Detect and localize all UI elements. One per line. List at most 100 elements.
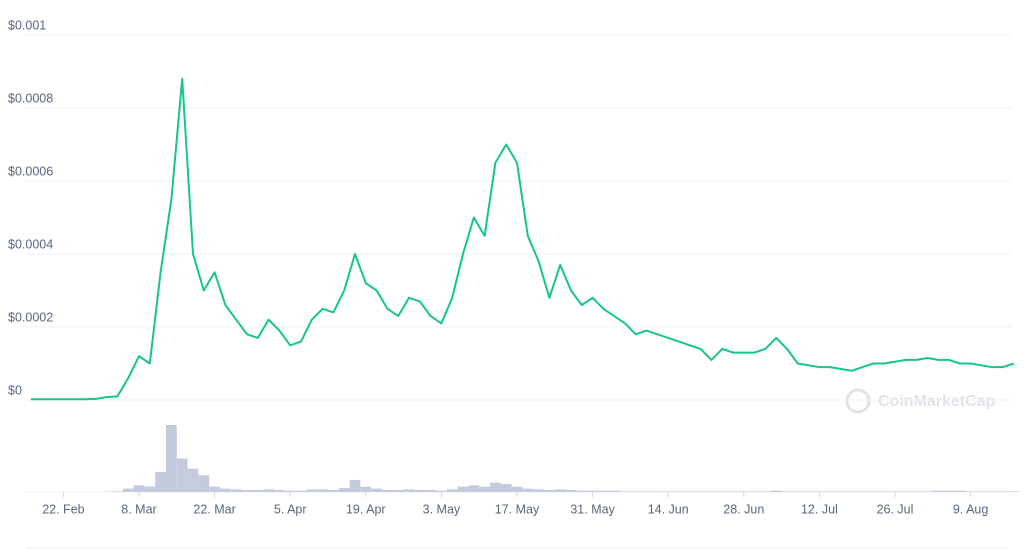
volume-bar (738, 491, 750, 492)
volume-bar (403, 489, 415, 492)
volume-bar (792, 491, 804, 492)
volume-bar (889, 491, 901, 492)
volume-bar (986, 491, 998, 492)
volume-bar (641, 491, 652, 492)
volume-bar (943, 490, 955, 492)
x-tick-label: 14. Jun (648, 502, 689, 516)
x-tick-label: 9. Aug (953, 502, 988, 516)
volume-bar (133, 485, 145, 492)
volume-bar (371, 488, 382, 492)
volume-bar (760, 491, 771, 492)
price-line (31, 77, 1015, 401)
x-tick-label: 19. Apr (346, 502, 386, 516)
x-tick-label: 5. Apr (274, 502, 307, 516)
volume-bar (468, 485, 480, 492)
volume-bar (695, 491, 706, 492)
volume-bar (673, 491, 685, 492)
volume-bar (522, 488, 534, 492)
x-tick-label: 22. Feb (42, 502, 84, 516)
volume-bar (727, 491, 739, 492)
volume-bar (263, 489, 274, 492)
volume-bar (392, 489, 404, 492)
volume-bar (382, 489, 393, 492)
volume-bar (187, 468, 199, 492)
volume-bar (976, 491, 987, 492)
volume-bar (598, 490, 609, 492)
volume-bar (209, 486, 220, 492)
volume-bar (274, 489, 285, 492)
volume-bar (911, 491, 922, 492)
volume-bar (824, 491, 836, 492)
volume-bar (220, 488, 231, 492)
x-tick-label: 28. Jun (723, 502, 764, 516)
volume-bar (511, 486, 523, 492)
x-tick-label: 26. Jul (877, 502, 914, 516)
watermark-text: CoinMarketCap (878, 393, 996, 410)
volume-bar (198, 475, 210, 492)
volume-bar (878, 491, 890, 492)
volume-bar (112, 491, 123, 492)
volume-bar (997, 491, 1009, 492)
volume-bar (576, 490, 588, 492)
volume-bar (630, 491, 642, 492)
volume-bar (781, 491, 793, 492)
volume-bar (1008, 491, 1020, 492)
volume-bar (716, 491, 728, 492)
volume-bar (230, 489, 242, 492)
volume-bar (544, 489, 555, 492)
volume-bar (857, 491, 868, 492)
volume-bar (166, 425, 177, 492)
volume-bar (835, 491, 847, 492)
x-tick-label: 8. Mar (121, 502, 156, 516)
x-tick-label: 22. Mar (193, 502, 235, 516)
volume-bar (900, 491, 912, 492)
volume-bar (295, 490, 307, 492)
volume-bar (662, 491, 674, 492)
volume-bar (490, 482, 501, 492)
volume-bar (770, 490, 782, 492)
y-tick-label: $0 (8, 383, 22, 397)
watermark: CoinMarketCap (845, 388, 996, 414)
volume-bar (252, 489, 264, 492)
volume-bar (425, 489, 436, 492)
y-tick-label: $0.0008 (8, 91, 53, 105)
volume-bar (814, 491, 825, 492)
volume-bar (954, 490, 966, 492)
volume-bar (554, 489, 566, 492)
volume-bar (565, 489, 577, 492)
volume-bar (500, 483, 512, 492)
volume-bar (922, 491, 933, 492)
volume-bar (360, 486, 372, 492)
volume-bar (338, 487, 350, 492)
volume-bar (965, 491, 976, 492)
volume-bar (652, 491, 663, 492)
x-tick-label: 17. May (495, 502, 540, 516)
volume-bar (619, 491, 631, 492)
volume-bar (749, 491, 760, 492)
y-tick-label: $0.0002 (8, 310, 53, 324)
volume-bar (479, 486, 490, 492)
y-tick-label: $0.0004 (8, 237, 53, 251)
x-tick-label: 31. May (570, 502, 615, 516)
volume-bar (122, 488, 134, 492)
volume-bar (241, 489, 253, 492)
volume-bar (868, 491, 879, 492)
y-tick-label: $0.001 (8, 18, 46, 32)
volume-bar (306, 489, 318, 492)
y-tick-label: $0.0006 (8, 164, 53, 178)
watermark-logo (845, 388, 871, 414)
volume-bar (446, 489, 458, 492)
volume-bar (846, 491, 858, 492)
volume-bar (533, 489, 544, 492)
volume-bar (706, 491, 717, 492)
volume-bar (328, 489, 339, 492)
volume-bar (932, 490, 944, 492)
volume-bar (457, 486, 469, 492)
x-tick-label: 3. May (423, 502, 461, 516)
volume-bar (317, 489, 328, 492)
volume-bar (587, 490, 598, 492)
volume-bar (414, 489, 426, 492)
volume-bar (684, 491, 696, 492)
volume-bar (176, 458, 188, 492)
